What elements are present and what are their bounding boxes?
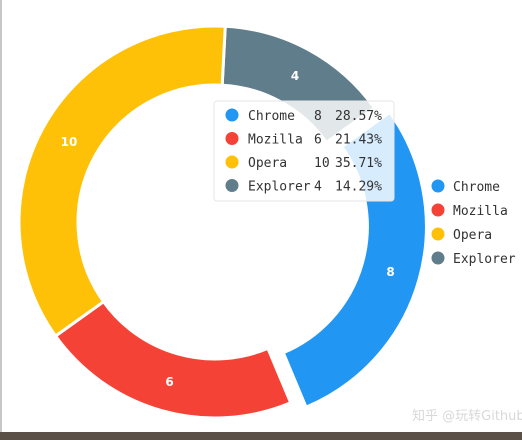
legend-item-chrome[interactable]: Chrome bbox=[431, 179, 501, 196]
chart-tooltip: Chrome 8 28.57% Mozilla 6 21.43% Opera 10 35.71%… bbox=[213, 100, 395, 202]
tooltip-marker-opera bbox=[225, 155, 239, 169]
legend-label-explorer: Explorer bbox=[453, 252, 516, 267]
tooltip-category-opera: Opera bbox=[248, 156, 287, 171]
donut-slices bbox=[17, 24, 428, 420]
tooltip-percent-explorer: 14.29% bbox=[335, 180, 382, 195]
slice-value-labels: 4 8 6 10 bbox=[61, 69, 395, 389]
legend-marker-explorer bbox=[431, 251, 445, 265]
slice-label-explorer: 4 bbox=[291, 69, 299, 83]
legend-marker-chrome bbox=[431, 179, 445, 193]
tooltip-value-mozilla: 6 bbox=[314, 133, 322, 148]
tooltip-marker-chrome bbox=[225, 108, 239, 122]
tooltip-percent-chrome: 28.57% bbox=[335, 109, 382, 124]
slice-label-opera: 10 bbox=[61, 135, 78, 149]
bottom-border-strip bbox=[0, 432, 522, 440]
left-border-strip bbox=[0, 0, 2, 440]
legend-marker-opera bbox=[431, 227, 445, 241]
legend-item-explorer[interactable]: Explorer bbox=[431, 251, 516, 268]
slice-label-chrome: 8 bbox=[386, 265, 394, 279]
chart-legend: Chrome Mozilla Opera Explorer bbox=[431, 179, 516, 268]
tooltip-category-explorer: Explorer bbox=[248, 180, 311, 195]
tooltip-marker-mozilla bbox=[225, 132, 239, 145]
slice-mozilla[interactable] bbox=[53, 299, 293, 420]
legend-item-mozilla[interactable]: Mozilla bbox=[431, 203, 508, 220]
tooltip-category-chrome: Chrome bbox=[248, 109, 295, 124]
tooltip-value-chrome: 8 bbox=[314, 109, 322, 124]
legend-label-chrome: Chrome bbox=[453, 180, 500, 195]
legend-label-mozilla: Mozilla bbox=[453, 204, 508, 219]
tooltip-marker-explorer bbox=[225, 179, 239, 192]
tooltip-value-opera: 10 bbox=[314, 156, 330, 171]
tooltip-category-mozilla: Mozilla bbox=[248, 133, 303, 148]
legend-item-opera[interactable]: Opera bbox=[431, 227, 493, 244]
slice-label-mozilla: 6 bbox=[165, 375, 173, 389]
tooltip-percent-mozilla: 21.43% bbox=[335, 133, 382, 148]
watermark-text: 知乎 @玩转Github bbox=[412, 408, 522, 424]
tooltip-percent-opera: 35.71% bbox=[335, 156, 382, 171]
legend-label-opera: Opera bbox=[453, 228, 492, 243]
tooltip-value-explorer: 4 bbox=[314, 180, 322, 195]
slice-opera[interactable] bbox=[17, 24, 227, 339]
tooltip-background bbox=[213, 100, 395, 202]
legend-marker-mozilla bbox=[431, 203, 445, 217]
